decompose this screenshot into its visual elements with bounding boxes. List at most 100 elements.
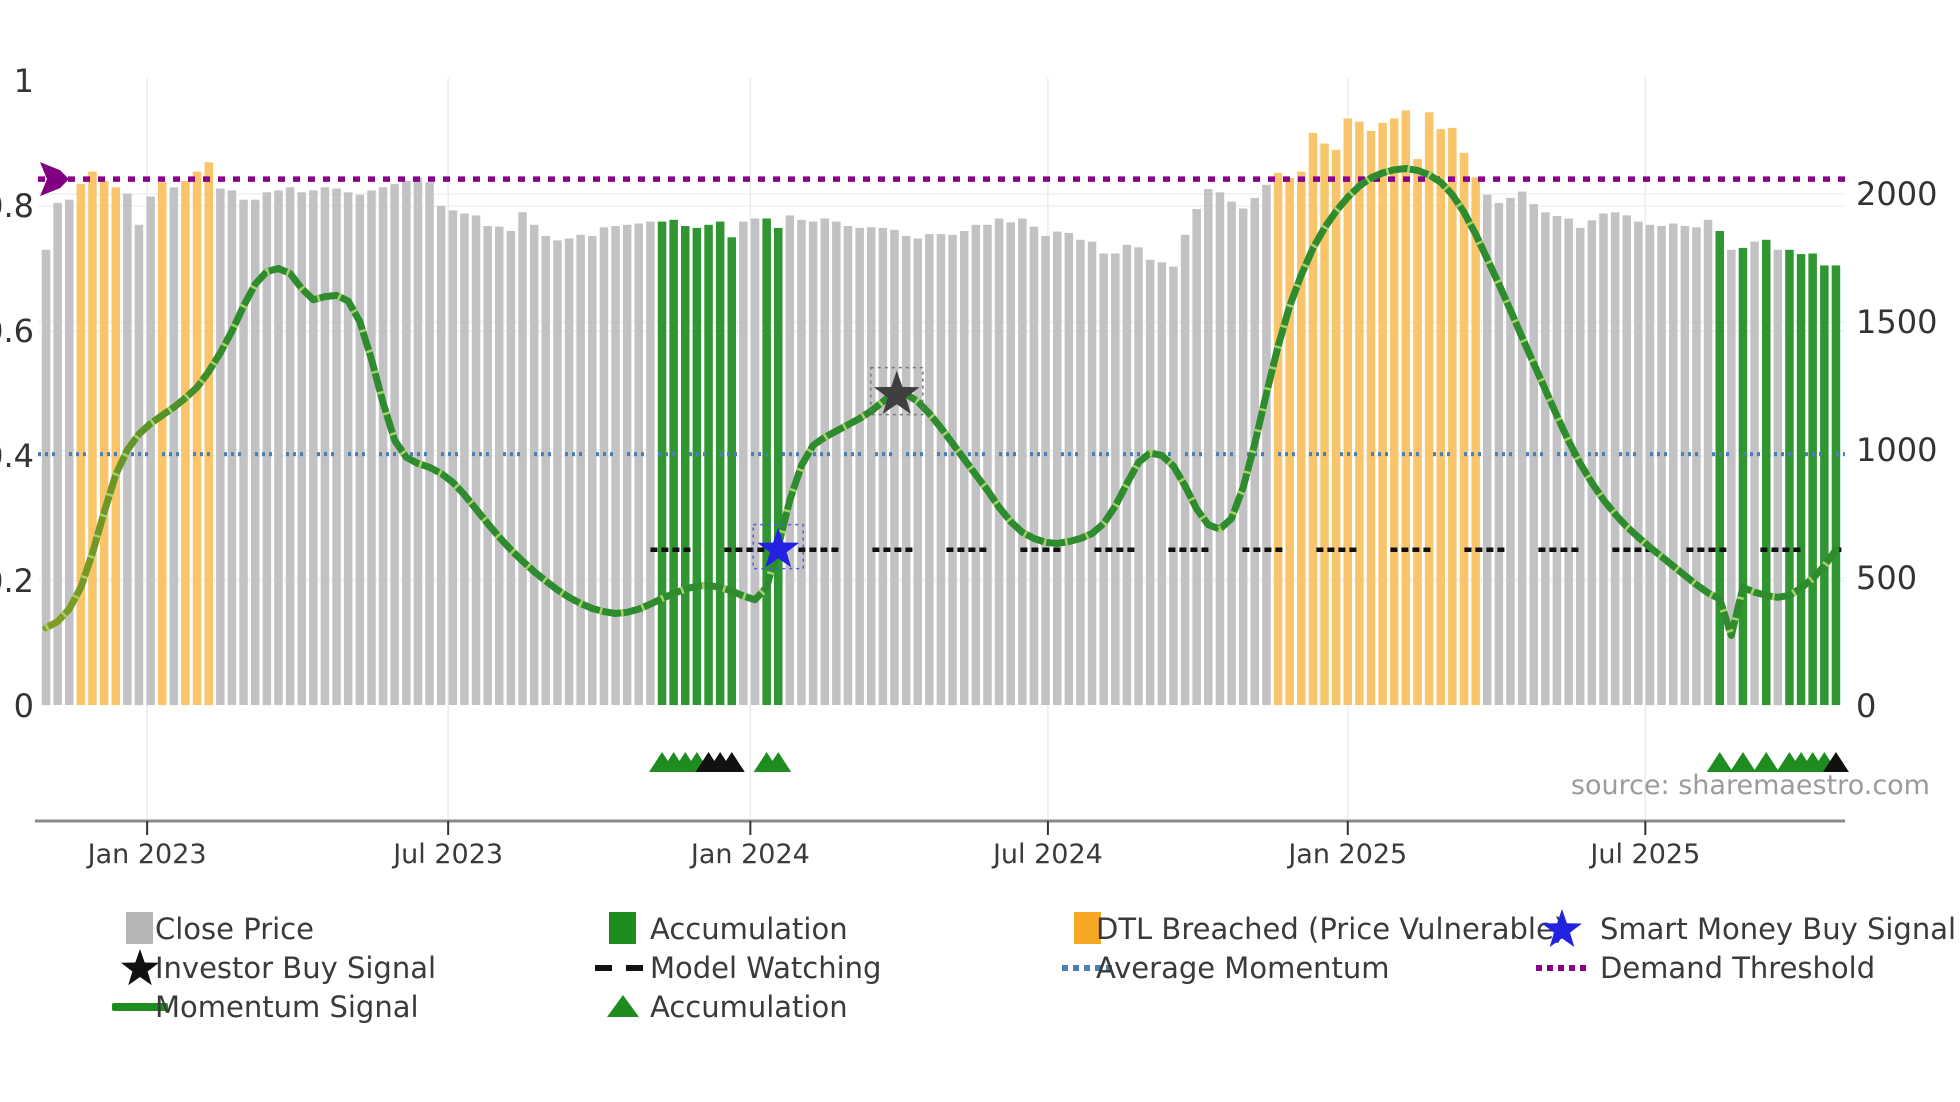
- close-price-bar: [901, 236, 911, 705]
- dtl-breached-bar: [88, 171, 97, 706]
- right-axis-tick-label: 1500: [1856, 303, 1937, 341]
- close-price-bar: [913, 238, 922, 705]
- close-price-bar: [599, 227, 609, 706]
- close-price-bar: [146, 196, 155, 705]
- accumulation-bar: [1808, 253, 1817, 705]
- close-price-bar: [750, 218, 760, 705]
- close-price-bar: [355, 194, 365, 706]
- left-axis-tick-label: 0.8: [0, 187, 34, 225]
- accumulation-bar: [681, 226, 690, 705]
- close-price-bar: [41, 249, 51, 706]
- demand-threshold-flag: [40, 162, 69, 197]
- legend-item: Model Watching: [593, 949, 881, 987]
- dtl-breached-bar: [1424, 112, 1434, 706]
- close-price-bar: [1541, 212, 1550, 706]
- right-axis-tick-label: 500: [1856, 559, 1917, 597]
- accumulation-bar: [657, 221, 667, 705]
- close-price-bar: [216, 188, 225, 705]
- legend-item: Smart Money Buy Signal: [1532, 909, 1957, 948]
- close-price-bar: [1087, 241, 1097, 705]
- dtl-breached-bar: [1366, 131, 1376, 705]
- close-price-bar: [843, 226, 853, 705]
- close-price-bar: [832, 221, 841, 705]
- close-price-bar: [1727, 249, 1736, 706]
- dtl-breached-bar: [1378, 122, 1387, 705]
- close-price-bar: [1145, 259, 1155, 706]
- close-price-bar: [1669, 223, 1678, 705]
- close-price-bar: [1122, 244, 1132, 706]
- close-price-bar: [785, 215, 795, 705]
- close-price-bar: [239, 199, 248, 705]
- legend-swatch-square-green: [609, 912, 636, 944]
- close-price-bar: [262, 192, 272, 706]
- dtl-breached-bar: [1285, 177, 1294, 705]
- left-axis-tick-label: 0.6: [0, 312, 34, 350]
- right-axis-tick-label: 1000: [1856, 431, 1937, 469]
- dtl-breached-bar: [1436, 129, 1445, 706]
- accumulation-bar: [1738, 247, 1748, 705]
- legend-item-label: Average Momentum: [1096, 951, 1390, 985]
- dtl-breached-bar: [1355, 121, 1364, 706]
- close-price-bar: [541, 236, 550, 705]
- close-price-bar: [960, 231, 969, 705]
- close-price-bar: [646, 221, 655, 705]
- close-price-bar: [1262, 184, 1271, 706]
- accumulation-bar: [692, 227, 702, 705]
- close-price-bar: [1111, 253, 1120, 705]
- close-price-bar: [855, 227, 864, 705]
- dtl-breached-bar: [111, 187, 120, 706]
- close-price-bar: [471, 215, 481, 705]
- close-price-bar: [378, 187, 388, 706]
- x-tick-label: Jul 2023: [391, 839, 503, 870]
- left-axis-tick-label: 1: [14, 62, 34, 100]
- accumulation-bar: [727, 237, 736, 706]
- close-price-bar: [1680, 226, 1690, 705]
- dtl-breached-bar: [1459, 152, 1469, 705]
- close-price-bar: [1610, 212, 1620, 706]
- close-price-bar: [878, 227, 888, 705]
- close-price-bar: [285, 187, 295, 706]
- close-price-bar: [320, 187, 330, 706]
- dtl-breached-bar: [1273, 172, 1283, 705]
- dtl-breached-bar: [158, 182, 167, 706]
- dtl-breached-bar: [1297, 171, 1306, 706]
- close-price-bar: [890, 229, 899, 706]
- dtl-breached-bar: [1401, 110, 1411, 705]
- dtl-breached-bar: [192, 171, 202, 706]
- close-price-bar: [739, 221, 748, 705]
- close-price-bar: [506, 231, 516, 705]
- dtl-breached-bar: [1308, 132, 1318, 705]
- close-price-bar: [1634, 221, 1643, 705]
- legend-swatch-square-orange: [1074, 912, 1101, 944]
- close-price-bar: [402, 181, 411, 705]
- close-price-bar: [1703, 219, 1713, 706]
- dtl-breached-bar: [1331, 149, 1341, 706]
- close-price-bar: [448, 210, 458, 705]
- accumulation-bar: [774, 227, 783, 705]
- investor-buy-signal-star: [874, 370, 920, 414]
- close-price-bar: [1517, 191, 1527, 706]
- legend-item: Demand Threshold: [1532, 949, 1875, 987]
- close-price-bar: [297, 192, 306, 706]
- left-axis-tick-label: 0: [14, 687, 34, 725]
- close-price-bar: [1494, 202, 1504, 705]
- close-price-bar: [309, 190, 318, 705]
- legend-item: Close Price: [110, 910, 314, 948]
- close-price-bar: [1750, 241, 1759, 705]
- close-price-bar: [425, 182, 434, 706]
- left-axis-tick-label: 0.4: [0, 437, 34, 475]
- close-price-bar: [1180, 234, 1190, 706]
- accumulation-bar: [669, 219, 678, 706]
- chart-legend: Close Price Investor Buy Signal Momentum S…: [0, 905, 1960, 1045]
- close-price-bar: [1483, 194, 1492, 706]
- close-price-bar: [1506, 197, 1515, 705]
- legend-item-label: Momentum Signal: [155, 990, 419, 1024]
- close-price-bar: [808, 221, 818, 705]
- close-price-bar: [1599, 213, 1608, 705]
- close-price-bar: [1099, 253, 1108, 705]
- x-tick-label: Jul 2024: [991, 839, 1103, 870]
- legend-item-label: Smart Money Buy Signal: [1600, 912, 1957, 946]
- close-price-bar: [564, 238, 574, 705]
